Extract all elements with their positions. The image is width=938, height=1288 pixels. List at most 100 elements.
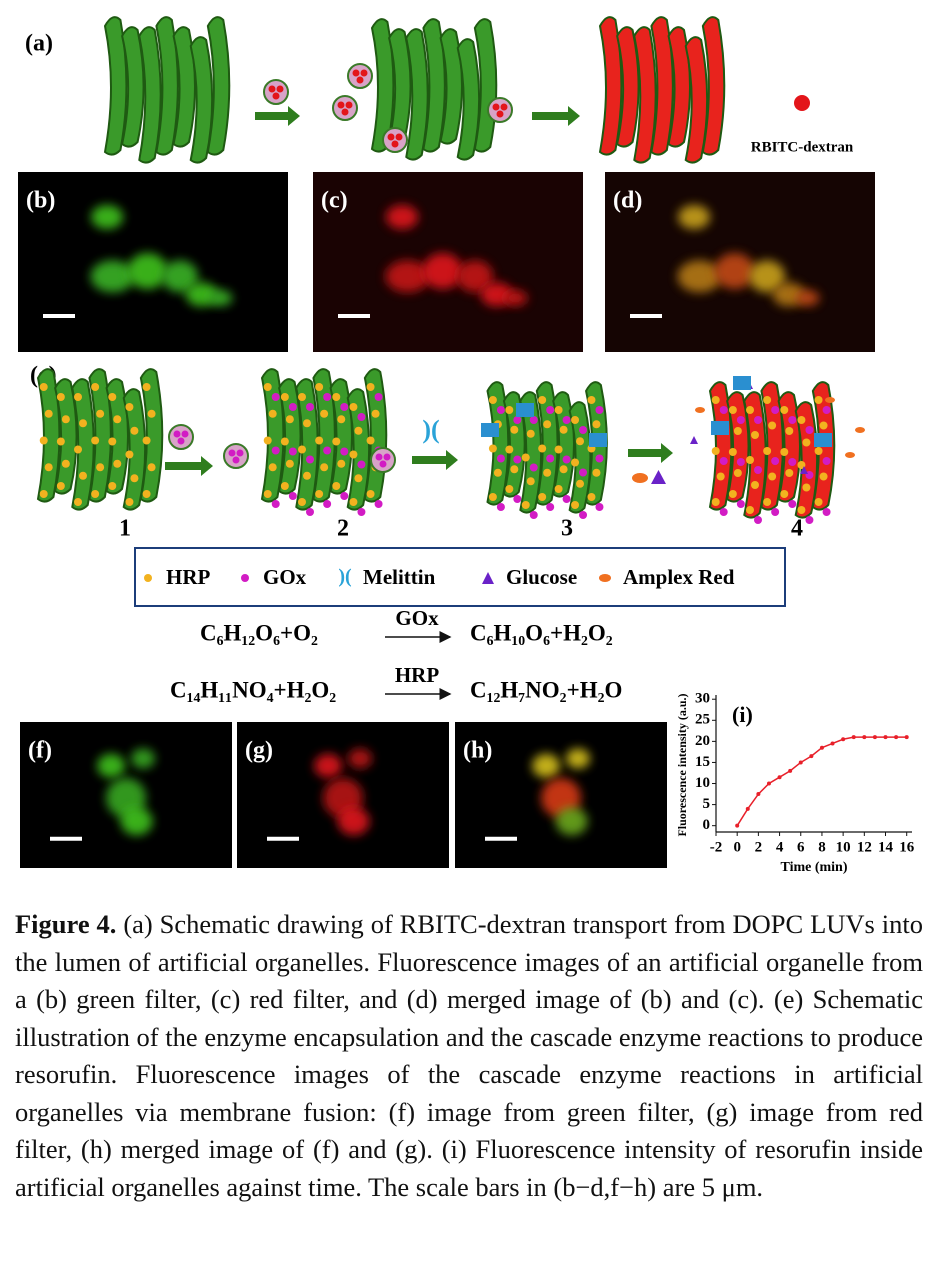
legend-symbol: )( <box>338 566 352 588</box>
gox-dot <box>271 500 280 508</box>
hrp-dot <box>751 431 759 439</box>
y-tick-label: 25 <box>695 712 710 728</box>
gox-dot <box>805 426 814 434</box>
hrp-dot <box>332 482 341 490</box>
gox-dot <box>340 403 349 411</box>
vesicle-cargo <box>496 110 504 118</box>
hrp-dot <box>268 463 277 472</box>
gox-dot <box>562 416 571 424</box>
hrp-dot <box>592 468 601 477</box>
melittin-pore <box>589 433 607 447</box>
caption: Figure 4. (a) Schematic drawing of RBITC… <box>15 906 923 1206</box>
hrp-dot <box>268 409 277 418</box>
gox-dot <box>788 416 797 424</box>
melittin-pore <box>733 376 751 390</box>
cell-signal <box>678 205 711 229</box>
vesicle-cargo <box>379 460 387 468</box>
vesicle <box>347 63 373 89</box>
hrp-dot <box>521 501 530 509</box>
hrp-dot <box>125 450 134 459</box>
lamella <box>121 26 145 148</box>
vesicle-cargo <box>345 101 353 109</box>
gox-dot <box>788 500 797 508</box>
vesicle-cargo <box>276 85 284 93</box>
cell-signal <box>120 807 153 836</box>
vesicle-cargo <box>236 449 244 457</box>
x-tick-label: 2 <box>755 839 763 855</box>
hrp-dot <box>780 490 789 498</box>
hrp-dot <box>493 468 502 477</box>
panel-label: (g) <box>245 738 273 764</box>
lamella <box>405 28 429 161</box>
lamella <box>155 16 179 156</box>
lamella <box>701 16 726 156</box>
green-arrow <box>532 106 580 126</box>
cell-signal <box>130 748 155 769</box>
hrp-dot <box>510 465 519 474</box>
y-axis-label: Fluorescence intensity (a.u.) <box>675 693 689 836</box>
lamella <box>260 368 285 503</box>
cell-signal <box>555 807 588 836</box>
data-point <box>735 823 740 828</box>
data-line <box>736 736 907 827</box>
gox-dot <box>496 454 505 463</box>
hrp-dot <box>488 493 497 501</box>
hrp-dot <box>733 469 742 477</box>
hrp-dot <box>785 469 794 477</box>
enzyme: GOx <box>395 606 439 630</box>
vesicle-cargo <box>375 453 383 461</box>
gox-dot <box>595 454 604 463</box>
hrp-dot <box>74 393 82 401</box>
hrp-dot <box>780 406 789 414</box>
hrp-dot <box>354 474 363 483</box>
hrp-dot <box>526 429 535 438</box>
hrp-dot <box>298 393 306 401</box>
hrp-dot <box>780 448 789 456</box>
hrp-dot <box>56 393 65 401</box>
caption-label: Figure 4. <box>15 909 117 939</box>
data-point <box>756 792 761 797</box>
stage-number: 1 <box>119 516 131 542</box>
gox-dot <box>562 455 571 464</box>
panel-label: (c) <box>321 188 348 214</box>
data-point <box>872 735 877 740</box>
figure-graphics: (a)RBITC-dextran(b)(c)(d)(e))(1234HRPGOx… <box>18 16 915 875</box>
lamella <box>189 36 214 164</box>
stage-number: 4 <box>791 516 803 542</box>
gox-dot <box>771 457 780 465</box>
cell-signal <box>97 753 126 778</box>
hrp-dot <box>488 396 497 404</box>
gox-dot <box>579 468 588 477</box>
x-tick-label: 4 <box>776 839 784 855</box>
hrp-dot <box>56 437 65 446</box>
hrp-dot <box>785 427 794 435</box>
hrp-dot <box>349 450 358 459</box>
vesicle <box>332 95 358 121</box>
lamella <box>122 388 147 511</box>
lamella <box>708 381 733 511</box>
hrp-dot <box>559 465 568 474</box>
hrp-dot <box>61 459 70 468</box>
vesicle-cargo <box>395 133 403 141</box>
hrp-dot <box>814 396 823 404</box>
lamella <box>71 378 95 511</box>
hrp-dot <box>554 485 563 493</box>
hrp-dot <box>728 406 737 414</box>
hrp-dot <box>366 490 375 498</box>
hrp-dot <box>91 436 100 445</box>
gox-dot <box>374 500 383 508</box>
gox-dot <box>546 454 555 463</box>
hrp-dot <box>554 406 563 414</box>
hrp-dot <box>543 468 552 477</box>
hrp-dot <box>280 482 289 490</box>
gox-dot <box>357 460 366 469</box>
hrp-dot <box>96 463 105 472</box>
vesicle-cargo <box>173 430 181 438</box>
hrp-dot <box>521 453 530 462</box>
lamella <box>88 368 112 503</box>
hrp-dot <box>371 409 380 418</box>
data-point <box>777 775 782 780</box>
gox-dot <box>736 458 745 466</box>
cell-signal <box>565 748 590 769</box>
x-tick-label: 10 <box>836 839 851 855</box>
